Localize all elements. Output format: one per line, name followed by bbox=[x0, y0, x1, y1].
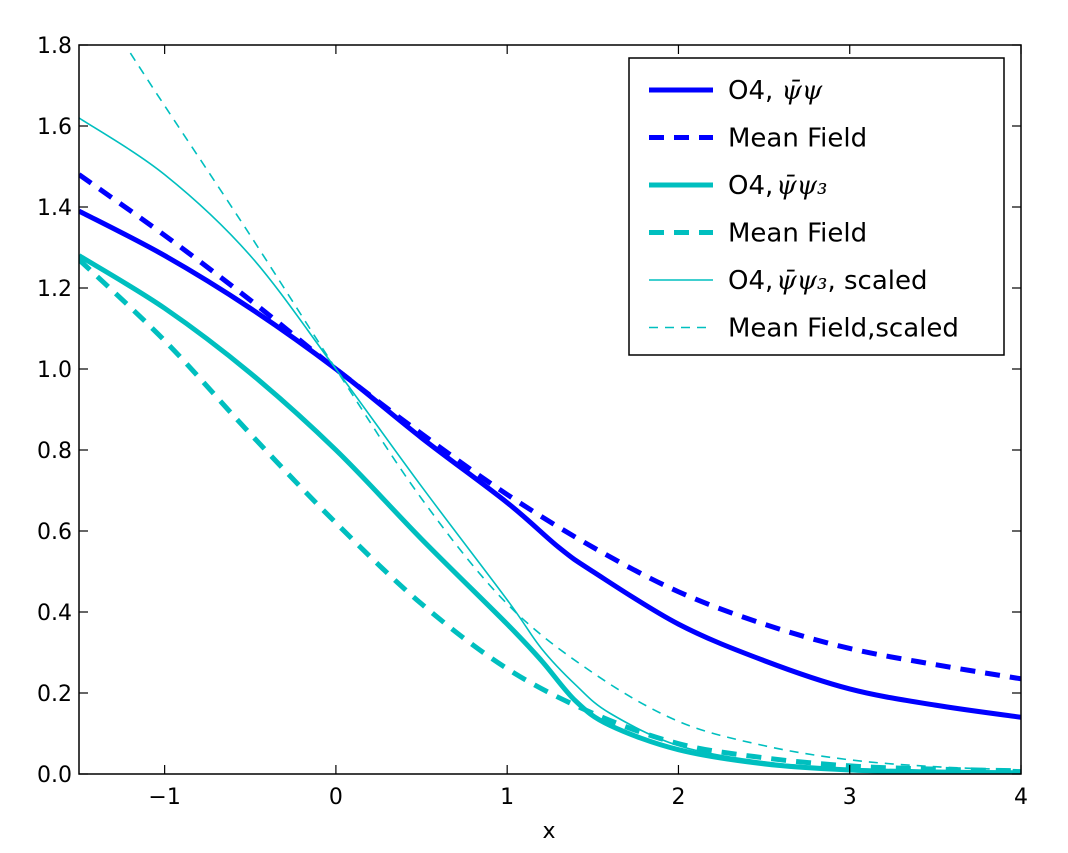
y-tick-label: 1.4 bbox=[37, 196, 72, 221]
legend: O4, ψ̄ψ Mean Field O4, ψ̄ψ₃ Mean Field O4, ψ̄ψ… bbox=[628, 57, 1005, 356]
legend-label-6: Mean Field,scaled bbox=[728, 314, 959, 344]
legend-label-1: O4, ψ̄ψ bbox=[728, 76, 823, 106]
legend-label-4: Mean Field bbox=[728, 219, 867, 249]
y-tick-label: 0.2 bbox=[37, 682, 72, 707]
axes-layer: −1 0 1 2 3 4 0.0 0.2 0.4 0.6 0.8 1.0 1.2 1.4 1.6 1.8 bbox=[37, 34, 1028, 810]
series-line-1 bbox=[79, 208, 1021, 720]
y-tick-label: 0.4 bbox=[37, 601, 72, 626]
y-tick-label: 1.8 bbox=[37, 34, 72, 59]
legend-box bbox=[628, 57, 1005, 356]
x-axis-label: x bbox=[542, 819, 555, 844]
legend-label-2: Mean Field bbox=[728, 124, 867, 154]
series-line-6 bbox=[129, 52, 1021, 771]
plot-frame bbox=[78, 44, 1022, 775]
x-tick-label: 2 bbox=[671, 785, 685, 810]
x-tick-label: 1 bbox=[500, 785, 514, 810]
series-line-2 bbox=[79, 172, 1021, 682]
x-tick-label: 4 bbox=[1014, 785, 1028, 810]
x-tick-label: −1 bbox=[148, 785, 180, 810]
y-tick-label: 1.6 bbox=[37, 115, 72, 140]
series-line-3 bbox=[79, 253, 1021, 774]
y-tick-label: 0.8 bbox=[37, 439, 72, 464]
y-tick-label: 0.0 bbox=[37, 763, 72, 788]
x-tick-label: 0 bbox=[329, 785, 343, 810]
y-tick-label: 0.6 bbox=[37, 520, 72, 545]
series-line-5 bbox=[79, 117, 1021, 774]
y-tick-label: 1.0 bbox=[37, 358, 72, 383]
x-tick-label: 3 bbox=[843, 785, 857, 810]
legend-label-3: O4, ψ̄ψ₃ bbox=[728, 171, 827, 201]
legend-label-5: O4, ψ̄ψ₃, scaled bbox=[728, 266, 928, 296]
y-tick-label: 1.2 bbox=[37, 277, 72, 302]
